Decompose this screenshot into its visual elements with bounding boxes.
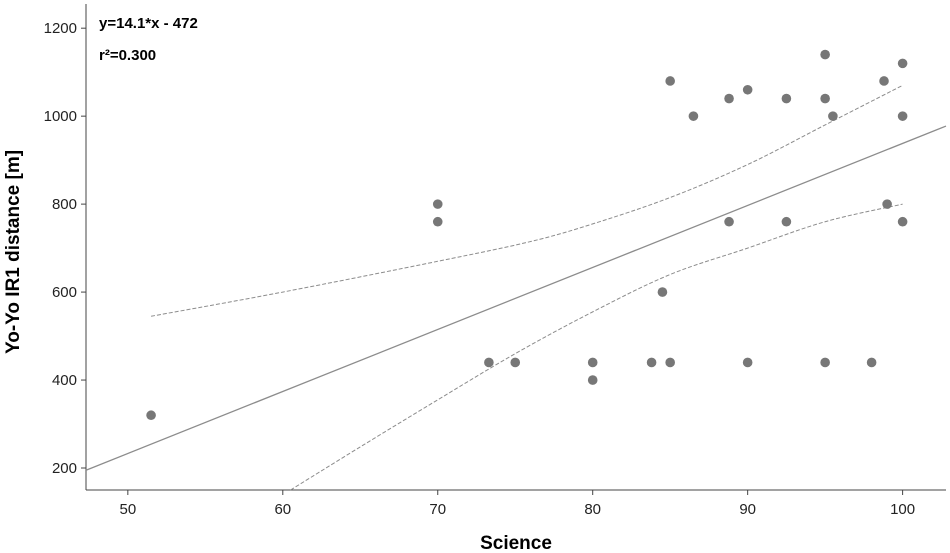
data-point [866, 357, 877, 368]
data-point [820, 49, 830, 60]
regression-line [85, 125, 947, 471]
chart-axes: 200 400 600 800 1000 1200 50 60 70 80 90 100 [44, 4, 946, 518]
data-point [897, 58, 908, 69]
y-tick-label: 800 [52, 196, 77, 213]
points-layer [146, 49, 908, 421]
confidence-lower-curve [290, 203, 903, 491]
equation-annotation: y=14.1*x - 472 [99, 15, 198, 32]
data-point [724, 216, 734, 227]
data-point [657, 287, 668, 297]
data-point [510, 357, 521, 368]
data-point [742, 84, 753, 95]
y-tick-label: 1200 [44, 20, 77, 37]
data-point [587, 357, 598, 368]
data-point [879, 76, 889, 86]
y-tick-label: 1000 [44, 108, 77, 125]
data-point [724, 93, 734, 104]
data-point [781, 216, 792, 227]
data-point [432, 199, 443, 209]
x-tick-label: 70 [429, 501, 446, 518]
r-squared-annotation: r²=0.300 [99, 47, 156, 64]
x-tick-label: 100 [890, 501, 915, 518]
data-point [484, 357, 494, 368]
y-tick-label: 400 [52, 372, 77, 389]
regression-layer [85, 84, 947, 491]
y-tick-label: 600 [52, 284, 77, 301]
data-point [146, 410, 156, 421]
x-tick-label: 80 [584, 501, 601, 518]
x-axis-title: Science [480, 533, 552, 553]
data-point [897, 111, 908, 121]
x-tick-label: 90 [739, 501, 756, 518]
y-tick-label: 200 [52, 460, 77, 477]
data-point [820, 93, 830, 104]
data-point [688, 111, 699, 121]
data-point [882, 199, 892, 209]
data-point [742, 357, 753, 368]
x-tick-label: 50 [119, 501, 136, 518]
data-point [897, 216, 908, 227]
confidence-upper-curve [150, 84, 903, 317]
data-point [587, 375, 598, 385]
y-axis-title: Yo-Yo IR1 distance [m] [3, 150, 24, 354]
data-point [828, 111, 838, 121]
data-point [665, 76, 675, 86]
data-point [432, 216, 443, 227]
data-point [646, 357, 657, 368]
data-point [820, 357, 830, 368]
data-point [665, 357, 675, 368]
x-tick-label: 60 [274, 501, 291, 518]
data-point [781, 93, 792, 104]
